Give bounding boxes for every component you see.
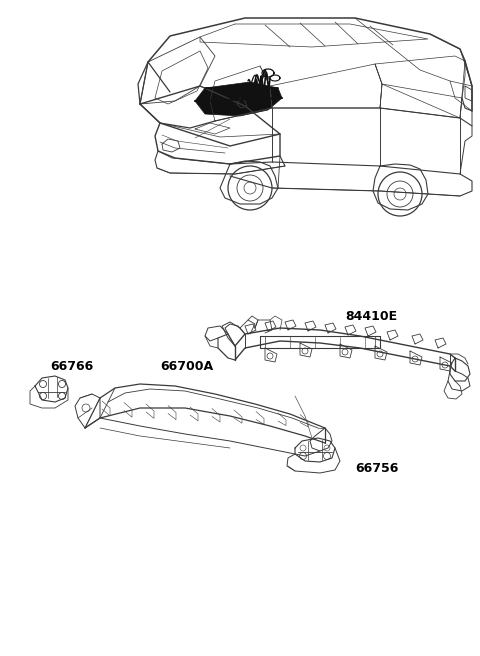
Text: 84410E: 84410E — [345, 310, 397, 323]
Text: 66756: 66756 — [355, 462, 398, 474]
Polygon shape — [195, 82, 282, 116]
Text: 66700A: 66700A — [160, 359, 213, 373]
Text: 66766: 66766 — [50, 359, 93, 373]
